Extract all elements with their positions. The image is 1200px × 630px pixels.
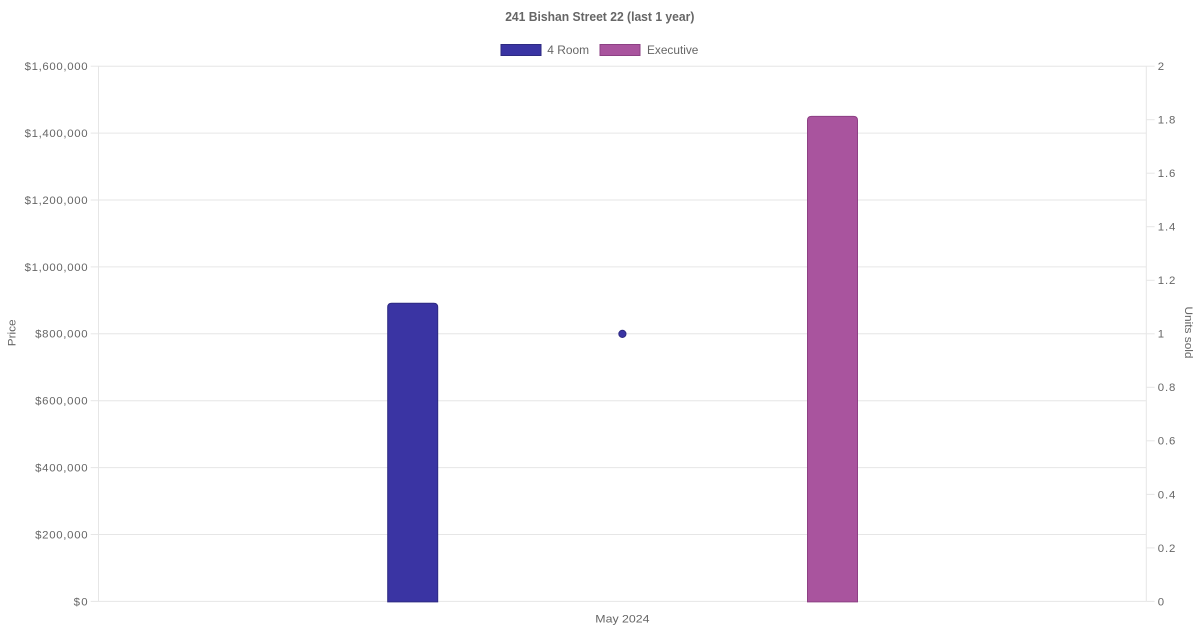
- svg-text:2: 2: [1158, 61, 1164, 73]
- svg-text:1: 1: [1158, 329, 1164, 341]
- svg-text:1.6: 1.6: [1158, 168, 1176, 180]
- svg-text:$400,000: $400,000: [35, 463, 88, 475]
- svg-text:Price: Price: [7, 319, 19, 346]
- svg-text:$0: $0: [74, 596, 88, 608]
- svg-text:241 Bishan Street 22 (last 1 y: 241 Bishan Street 22 (last 1 year): [505, 9, 694, 24]
- svg-text:$1,200,000: $1,200,000: [25, 195, 88, 207]
- svg-text:0: 0: [1158, 596, 1164, 608]
- svg-text:0.2: 0.2: [1158, 543, 1176, 555]
- svg-text:$600,000: $600,000: [35, 396, 88, 408]
- svg-text:1.4: 1.4: [1158, 222, 1176, 234]
- svg-text:$800,000: $800,000: [35, 329, 88, 341]
- svg-text:0.4: 0.4: [1158, 489, 1176, 501]
- svg-text:1.8: 1.8: [1158, 115, 1176, 127]
- svg-text:0.8: 0.8: [1158, 382, 1176, 394]
- svg-text:1.2: 1.2: [1158, 275, 1176, 287]
- svg-text:Units sold: Units sold: [1182, 307, 1194, 359]
- svg-text:May 2024: May 2024: [595, 614, 649, 626]
- svg-text:$1,000,000: $1,000,000: [25, 262, 88, 274]
- svg-text:$1,600,000: $1,600,000: [25, 61, 88, 73]
- svg-text:$200,000: $200,000: [35, 529, 88, 541]
- svg-text:$1,400,000: $1,400,000: [25, 128, 88, 140]
- svg-text:4 Room: 4 Room: [547, 43, 589, 57]
- svg-text:0.6: 0.6: [1158, 436, 1176, 448]
- svg-text:Executive: Executive: [647, 43, 699, 57]
